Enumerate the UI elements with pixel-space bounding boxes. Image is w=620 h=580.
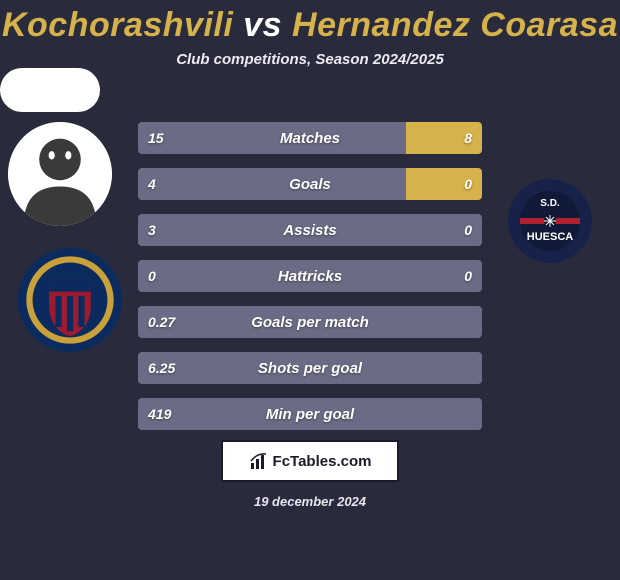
stat-row: Goals per match0.27: [138, 306, 482, 338]
brand-box: FcTables.com: [221, 440, 399, 482]
person-silhouette-icon: [8, 122, 112, 226]
stat-value-left: 0.27: [148, 306, 175, 338]
title-player-right: Hernandez Coarasa: [292, 6, 618, 44]
club-badge-huesca: S.D. HUESCA: [500, 178, 600, 264]
bar-left: [138, 168, 406, 200]
stat-row: Shots per goal6.25: [138, 352, 482, 384]
stat-row: Min per goal419: [138, 398, 482, 430]
stat-value-left: 3: [148, 214, 156, 246]
footer-date: 19 december 2024: [0, 494, 620, 509]
title-player-left: Kochorashvili: [2, 6, 233, 44]
stat-value-left: 4: [148, 168, 156, 200]
chart-bars-icon: [249, 451, 269, 471]
shield-icon: [18, 248, 122, 352]
stat-row: Matches158: [138, 122, 482, 154]
stat-row: Goals40: [138, 168, 482, 200]
stat-value-right: 0: [464, 214, 472, 246]
bar-left: [138, 306, 482, 338]
stats-area: Matches158Goals40Assists30Hattricks00Goa…: [138, 122, 482, 444]
stat-row: Assists30: [138, 214, 482, 246]
stat-row: Hattricks00: [138, 260, 482, 292]
stat-value-right: 8: [464, 122, 472, 154]
stat-value-left: 6.25: [148, 352, 175, 384]
page-title: Kochorashvili vs Hernandez Coarasa: [0, 0, 620, 45]
stat-value-right: 0: [464, 168, 472, 200]
subtitle: Club competitions, Season 2024/2025: [0, 51, 620, 68]
bar-left: [138, 398, 482, 430]
shield-icon: S.D. HUESCA: [500, 178, 600, 264]
stat-value-left: 15: [148, 122, 164, 154]
bar-left: [138, 260, 310, 292]
bar-left: [138, 352, 482, 384]
title-vs: vs: [243, 6, 282, 44]
bar-left: [138, 214, 482, 246]
svg-text:HUESCA: HUESCA: [527, 231, 574, 243]
stat-value-left: 0: [148, 260, 156, 292]
player-avatar-right: [0, 68, 100, 112]
stat-value-right: 0: [464, 260, 472, 292]
bar-left: [138, 122, 406, 154]
stat-value-left: 419: [148, 398, 171, 430]
svg-text:S.D.: S.D.: [540, 198, 560, 209]
comparison-card: Kochorashvili vs Hernandez Coarasa Club …: [0, 0, 620, 580]
bar-right: [310, 260, 482, 292]
club-badge-levante: [18, 248, 122, 352]
brand-text: FcTables.com: [273, 453, 372, 470]
player-avatar-left: [8, 122, 112, 226]
